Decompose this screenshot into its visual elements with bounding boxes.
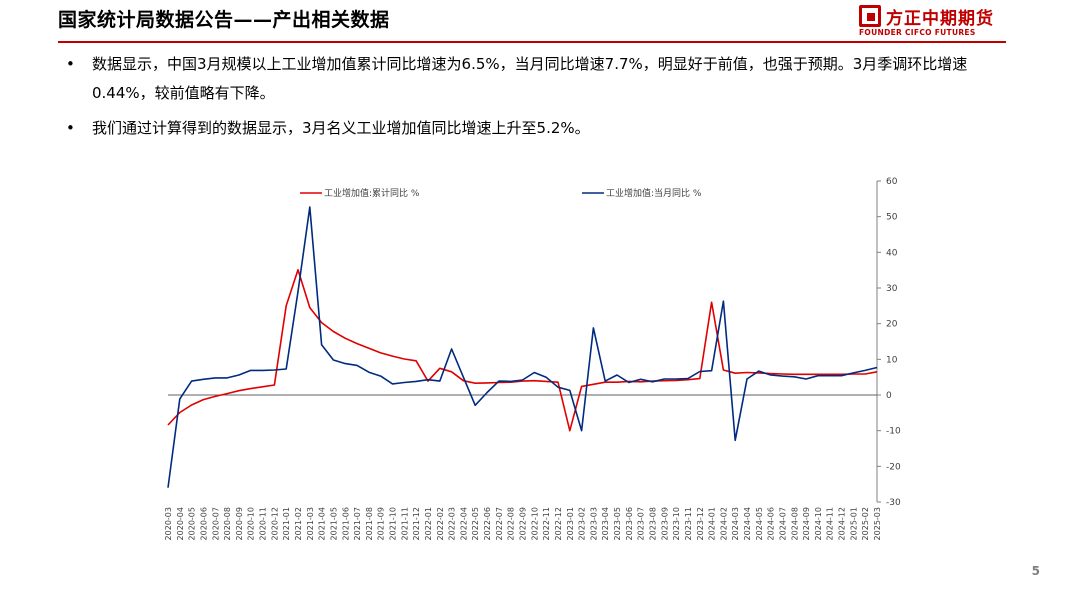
x-tick-label: 2022-03 [448, 507, 457, 540]
x-tick-label: 2023-10 [672, 507, 681, 540]
x-tick-label: 2020-09 [235, 507, 244, 540]
y-tick-label: 20 [886, 320, 898, 330]
y-tick-label: 30 [886, 284, 898, 294]
x-tick-label: 2024-09 [802, 507, 811, 540]
logo-icon [859, 5, 881, 27]
x-tick-label: 2023-12 [696, 507, 705, 540]
x-tick-label: 2023-02 [578, 507, 587, 540]
x-tick-label: 2024-02 [719, 507, 728, 540]
y-tick-label: 50 [886, 213, 898, 223]
x-tick-label: 2023-04 [601, 507, 610, 540]
x-tick-label: 2020-12 [270, 507, 279, 540]
brand-logo: 方正中期期货 FOUNDER CIFCO FUTURES [859, 4, 1007, 38]
x-tick-label: 2024-04 [743, 507, 752, 540]
x-tick-label: 2021-10 [389, 507, 398, 540]
x-tick-label: 2021-08 [365, 507, 374, 540]
bullet-item: • 我们通过计算得到的数据显示，3月名义工业增加值同比增速上升至5.2%。 [62, 114, 1012, 143]
x-tick-label: 2023-11 [684, 507, 693, 540]
y-tick-label: -30 [886, 498, 901, 508]
x-tick-label: 2025-03 [873, 507, 882, 540]
x-tick-label: 2022-12 [554, 507, 563, 540]
x-tick-label: 2024-06 [767, 507, 776, 540]
logo-text-en: FOUNDER CIFCO FUTURES [859, 28, 976, 37]
x-tick-label: 2020-03 [164, 507, 173, 540]
x-tick-label: 2020-10 [247, 507, 256, 540]
x-tick-label: 2022-09 [519, 507, 528, 540]
x-tick-label: 2023-03 [589, 507, 598, 540]
page-number: 5 [1031, 564, 1040, 578]
x-tick-label: 2025-01 [849, 507, 858, 540]
x-tick-label: 2020-06 [199, 507, 208, 540]
x-tick-label: 2022-06 [483, 507, 492, 540]
x-tick-label: 2024-05 [755, 507, 764, 540]
logo-text-cn: 方正中期期货 [886, 9, 994, 29]
x-tick-label: 2023-09 [660, 507, 669, 540]
x-tick-label: 2021-03 [306, 507, 315, 540]
x-tick-label: 2023-06 [625, 507, 634, 540]
legend-label: 工业增加值:累计同比 % [324, 187, 420, 199]
x-tick-label: 2021-12 [412, 507, 421, 540]
series-line-monthly [167, 206, 878, 488]
x-tick-label: 2020-07 [211, 507, 220, 540]
x-tick-label: 2020-05 [188, 507, 197, 540]
x-tick-label: 2022-10 [530, 507, 539, 540]
series-line-cumulative [167, 268, 878, 432]
bullet-item: • 数据显示，中国3月规模以上工业增加值累计同比增速为6.5%，当月同比增速7.… [62, 50, 1012, 108]
x-tick-label: 2023-08 [648, 507, 657, 540]
y-tick-label: 60 [886, 177, 898, 187]
x-tick-label: 2023-07 [637, 507, 646, 540]
x-tick-label: 2021-09 [377, 507, 386, 540]
x-tick-label: 2024-03 [731, 507, 740, 540]
x-tick-label: 2022-01 [424, 507, 433, 540]
title-divider [58, 41, 1006, 43]
y-tick-label: 0 [886, 391, 892, 401]
x-tick-label: 2020-04 [176, 507, 185, 540]
x-tick-label: 2024-10 [814, 507, 823, 540]
bullet-marker: • [66, 119, 75, 137]
x-tick-label: 2022-11 [542, 507, 551, 540]
x-tick-label: 2020-08 [223, 507, 232, 540]
y-tick-label: -20 [886, 462, 901, 472]
x-tick-label: 2023-01 [566, 507, 575, 540]
x-tick-label: 2022-07 [495, 507, 504, 540]
x-tick-label: 2021-11 [400, 507, 409, 540]
page-title: 国家统计局数据公告——产出相关数据 [58, 9, 390, 31]
x-tick-label: 2022-04 [459, 507, 468, 540]
bullet-list: • 数据显示，中国3月规模以上工业增加值累计同比增速为6.5%，当月同比增速7.… [62, 50, 1012, 149]
x-tick-label: 2021-04 [318, 507, 327, 540]
x-tick-label: 2023-05 [613, 507, 622, 540]
x-tick-label: 2020-11 [259, 507, 268, 540]
x-tick-label: 2022-02 [436, 507, 445, 540]
y-tick-label: -10 [886, 427, 901, 437]
bullet-marker: • [66, 55, 75, 73]
x-tick-label: 2021-07 [353, 507, 362, 540]
x-tick-label: 2024-08 [790, 507, 799, 540]
x-tick-label: 2022-08 [507, 507, 516, 540]
legend-label: 工业增加值:当月同比 % [606, 187, 702, 199]
x-tick-label: 2024-12 [838, 507, 847, 540]
x-tick-label: 2021-06 [341, 507, 350, 540]
y-tick-label: 40 [886, 248, 898, 258]
x-tick-label: 2025-02 [861, 507, 870, 540]
x-tick-label: 2021-01 [282, 507, 291, 540]
bullet-text: 我们通过计算得到的数据显示，3月名义工业增加值同比增速上升至5.2%。 [92, 119, 590, 137]
bullet-text: 数据显示，中国3月规模以上工业增加值累计同比增速为6.5%，当月同比增速7.7%… [92, 55, 968, 102]
x-tick-label: 2021-02 [294, 507, 303, 540]
x-tick-label: 2021-05 [329, 507, 338, 540]
x-tick-label: 2022-05 [471, 507, 480, 540]
y-tick-label: 10 [886, 355, 898, 365]
x-tick-label: 2024-01 [708, 507, 717, 540]
x-tick-label: 2024-07 [778, 507, 787, 540]
x-tick-label: 2024-11 [826, 507, 835, 540]
